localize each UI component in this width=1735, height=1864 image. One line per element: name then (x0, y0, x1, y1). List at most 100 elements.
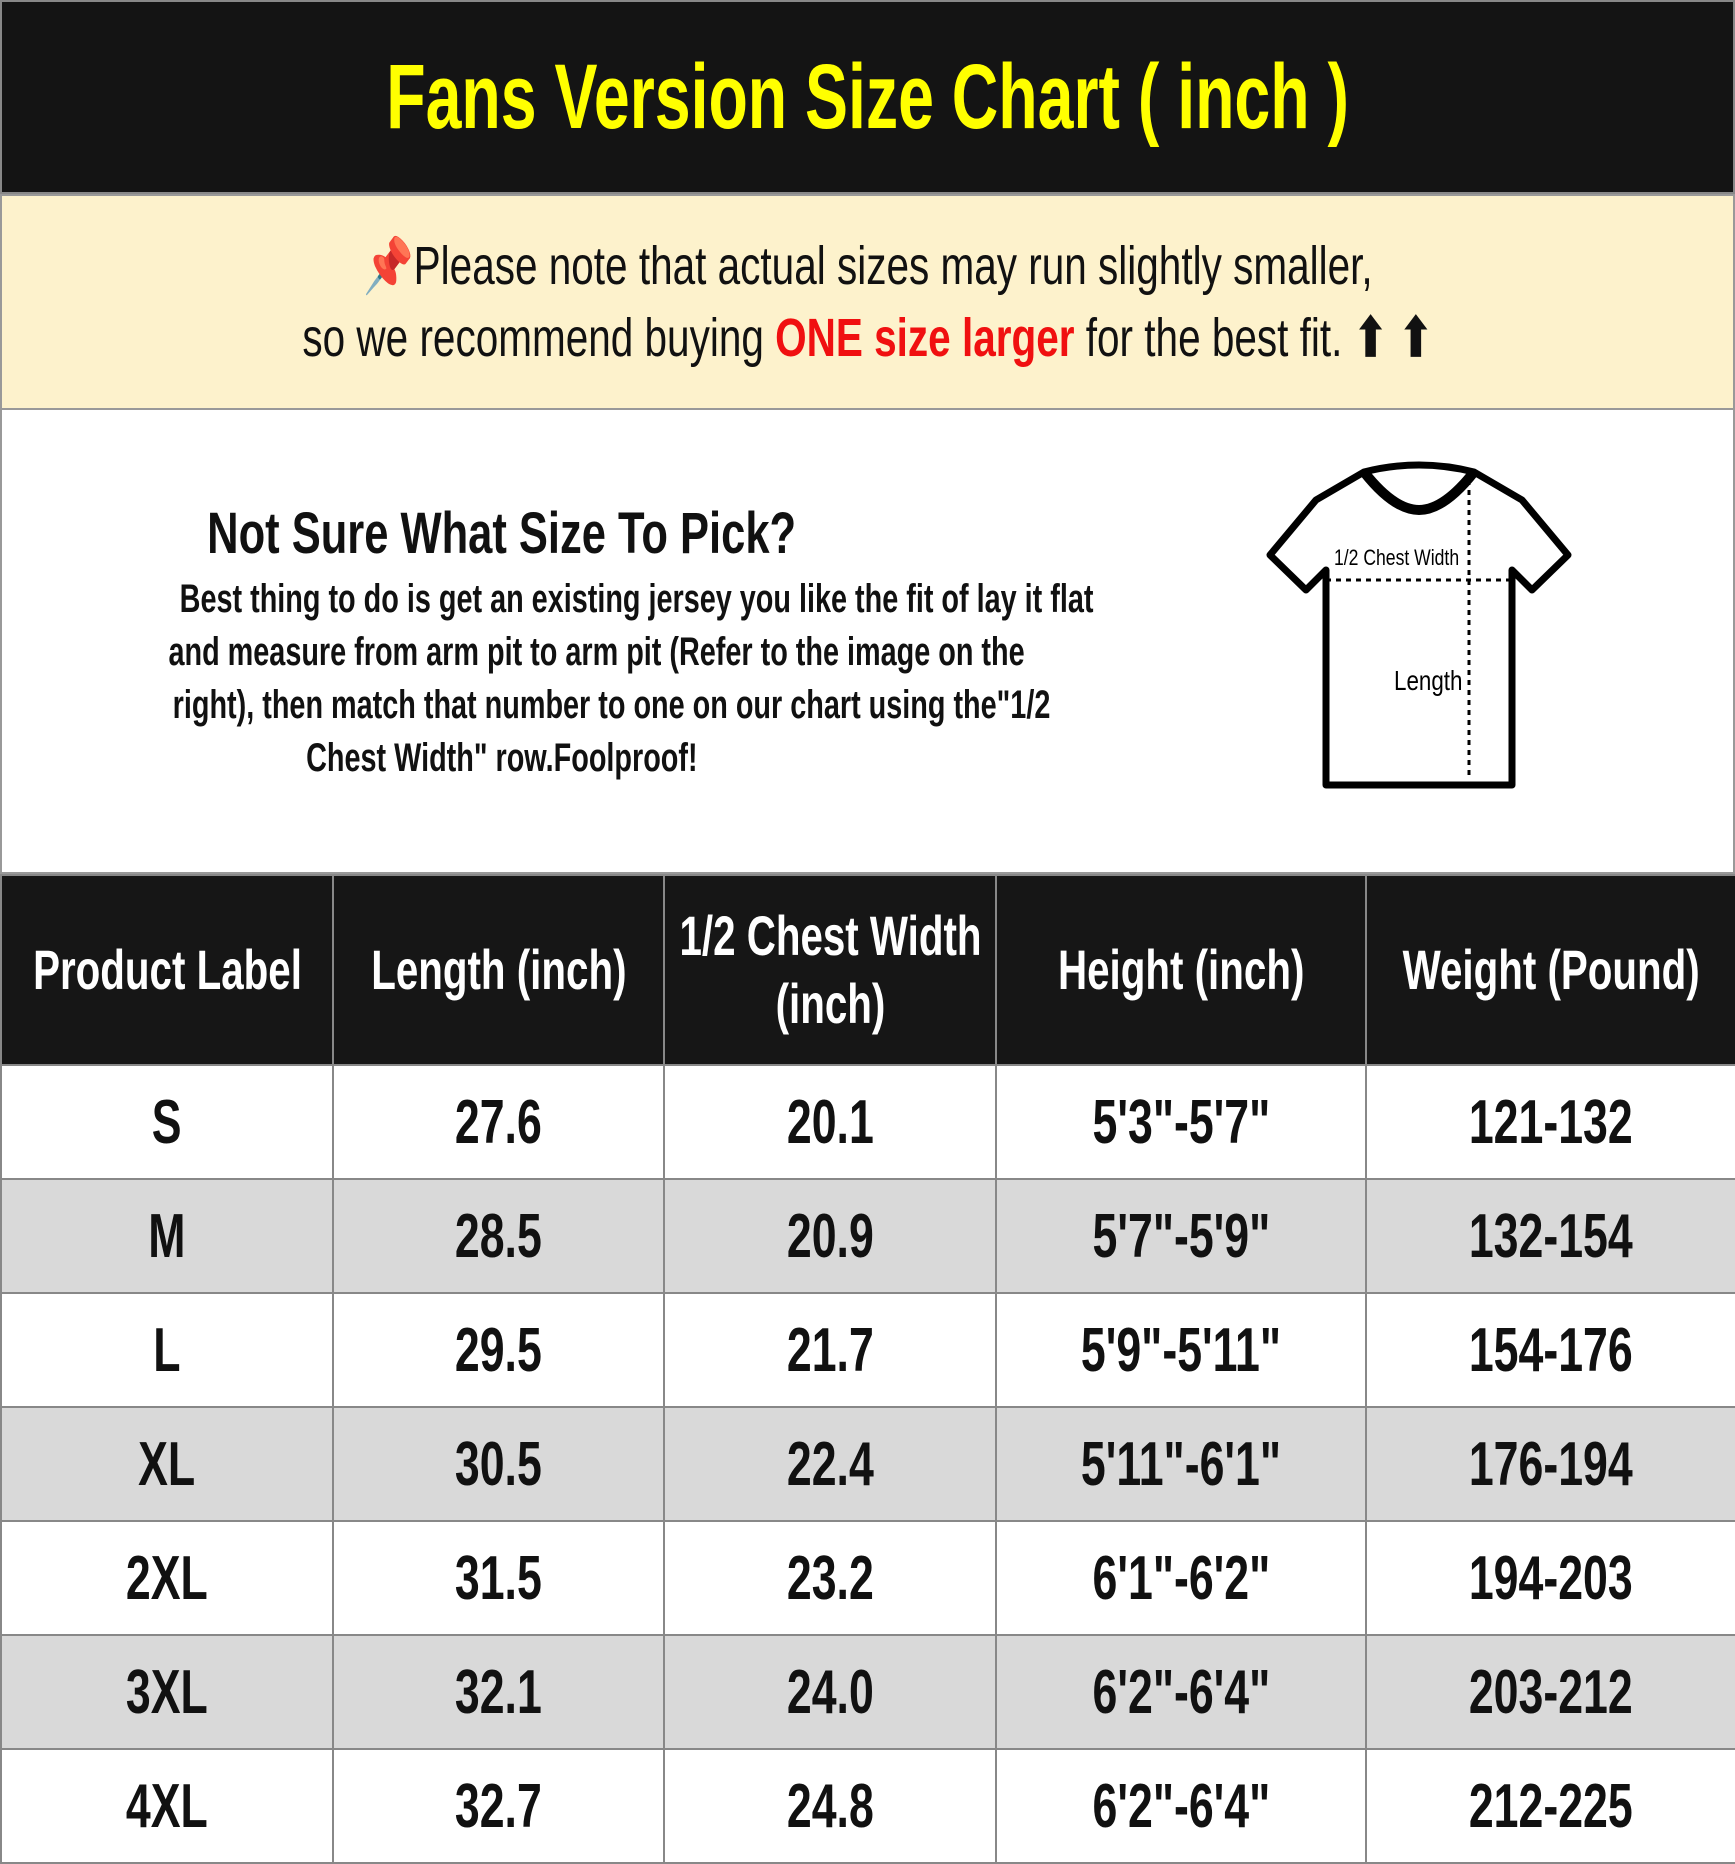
cell-value: 31.5 (455, 1543, 542, 1613)
table-cell: 24.8 (663, 1748, 997, 1864)
chest-width-label: 1/2 Chest Width (1334, 546, 1459, 570)
table-cell: 32.1 (332, 1634, 665, 1750)
column-header-label: Product Label (32, 938, 302, 1001)
column-header: Length (inch) (332, 874, 665, 1066)
table-cell: 176-194 (1365, 1406, 1735, 1522)
cell-value: 21.7 (786, 1315, 874, 1385)
cell-value: XL (138, 1429, 196, 1499)
table-cell: 132-154 (1365, 1178, 1735, 1294)
cell-value: 2XL (126, 1543, 208, 1613)
table-row: XL 30.5 22.4 5'11"-6'1" 176-194 (0, 1406, 1735, 1522)
table-cell: 21.7 (663, 1292, 997, 1408)
page-title: Fans Version Size Chart ( inch ) (386, 45, 1349, 148)
cell-value: 28.5 (455, 1201, 542, 1271)
cell-value: 5'9"-5'11" (1080, 1315, 1282, 1385)
title-bar: Fans Version Size Chart ( inch ) (0, 0, 1735, 194)
column-header-label: Height (inch) (1057, 938, 1305, 1001)
table-cell: 6'2"-6'4" (995, 1748, 1367, 1864)
table-row: 4XL 32.7 24.8 6'2"-6'4" 212-225 (0, 1748, 1735, 1864)
table-row: 3XL 32.1 24.0 6'2"-6'4" 203-212 (0, 1634, 1735, 1750)
column-header: 1/2 Chest Width (inch) (663, 874, 997, 1066)
table-cell: 212-225 (1365, 1748, 1735, 1864)
table-cell: 32.7 (332, 1748, 665, 1864)
cell-value: 212-225 (1469, 1771, 1633, 1841)
guide-line: Best thing to do is get an existing jers… (179, 577, 1094, 621)
sizing-guide: Not Sure What Size To Pick? Best thing t… (0, 410, 1735, 874)
table-cell: 121-132 (1365, 1064, 1735, 1180)
table-cell: XL (0, 1406, 334, 1522)
table-cell: 4XL (0, 1748, 334, 1864)
table-cell: 5'3"-5'7" (995, 1064, 1367, 1180)
table-cell: 5'7"-5'9" (995, 1178, 1367, 1294)
table-cell: 24.0 (663, 1634, 997, 1750)
cell-value: L (153, 1315, 181, 1385)
cell-value: 5'7"-5'9" (1092, 1201, 1270, 1271)
pushpin-icon: 📌 (362, 236, 414, 296)
size-table: Product Label Length (inch) 1/2 Chest Widt… (0, 874, 1735, 1864)
table-cell: 5'9"-5'11" (995, 1292, 1367, 1408)
table-cell: 3XL (0, 1634, 334, 1750)
cell-value: 30.5 (455, 1429, 542, 1499)
table-cell: 6'1"-6'2" (995, 1520, 1367, 1636)
cell-value: 6'2"-6'4" (1092, 1657, 1270, 1727)
table-row: S 27.6 20.1 5'3"-5'7" 121-132 (0, 1064, 1735, 1180)
notice-line-1: Please note that actual sizes may run sl… (413, 236, 1373, 296)
guide-heading: Not Sure What Size To Pick? (207, 501, 797, 566)
table-cell: 20.9 (663, 1178, 997, 1294)
table-cell: 20.1 (663, 1064, 997, 1180)
guide-line: right), then match that number to one on… (172, 683, 1051, 727)
table-cell: 203-212 (1365, 1634, 1735, 1750)
notice-line-2-end: for the best fit. (1074, 308, 1343, 368)
cell-value: 23.2 (786, 1543, 874, 1613)
table-cell: M (0, 1178, 334, 1294)
cell-value: 6'2"-6'4" (1092, 1771, 1270, 1841)
notice-line-2: so we recommend buying (302, 308, 776, 368)
tshirt-diagram-icon: 1/2 Chest Width Length (1266, 461, 1572, 789)
cell-value: 32.1 (455, 1657, 542, 1727)
cell-value: 3XL (126, 1657, 208, 1727)
table-cell: 28.5 (332, 1178, 665, 1294)
cell-value: 194-203 (1469, 1543, 1633, 1613)
guide-line: and measure from arm pit to arm pit (Ref… (168, 630, 1025, 674)
cell-value: 6'1"-6'2" (1092, 1543, 1270, 1613)
notice-highlight: ONE size larger (775, 308, 1075, 368)
cell-value: 121-132 (1469, 1087, 1633, 1157)
column-header: Height (inch) (995, 874, 1367, 1066)
table-cell: 2XL (0, 1520, 334, 1636)
up-arrows-icon: ⬆ ⬆ (1353, 308, 1433, 368)
table-header: Product Label Length (inch) 1/2 Chest Widt… (0, 874, 1735, 1066)
table-cell: 27.6 (332, 1064, 665, 1180)
column-header: Product Label (0, 874, 334, 1066)
table-cell: S (0, 1064, 334, 1180)
table-cell: 5'11"-6'1" (995, 1406, 1367, 1522)
table-cell: 30.5 (332, 1406, 665, 1522)
cell-value: 24.0 (786, 1657, 874, 1727)
table-cell: 31.5 (332, 1520, 665, 1636)
cell-value: 32.7 (455, 1771, 542, 1841)
cell-value: 27.6 (455, 1087, 542, 1157)
notice-banner: 📌Please note that actual sizes may run s… (0, 194, 1735, 410)
table-row: M 28.5 20.9 5'7"-5'9" 132-154 (0, 1178, 1735, 1294)
table-cell: L (0, 1292, 334, 1408)
table-cell: 154-176 (1365, 1292, 1735, 1408)
cell-value: 5'3"-5'7" (1092, 1087, 1270, 1157)
table-cell: 22.4 (663, 1406, 997, 1522)
cell-value: 154-176 (1469, 1315, 1633, 1385)
cell-value: 132-154 (1469, 1201, 1633, 1271)
column-header-label: Length (inch) (370, 938, 627, 1001)
cell-value: 176-194 (1469, 1429, 1633, 1499)
table-cell: 23.2 (663, 1520, 997, 1636)
cell-value: 4XL (126, 1771, 208, 1841)
cell-value: 20.1 (786, 1087, 874, 1157)
table-cell: 194-203 (1365, 1520, 1735, 1636)
cell-value: 5'11"-6'1" (1080, 1429, 1282, 1499)
column-header-label: Weight (Pound) (1402, 938, 1700, 1001)
column-header-label: 1/2 Chest Width (inch) (678, 904, 982, 1035)
table-row: 2XL 31.5 23.2 6'1"-6'2" 194-203 (0, 1520, 1735, 1636)
table-cell: 29.5 (332, 1292, 665, 1408)
cell-value: M (148, 1201, 186, 1271)
column-header: Weight (Pound) (1365, 874, 1735, 1066)
guide-line: Chest Width" row.Foolproof! (306, 736, 698, 780)
table-cell: 6'2"-6'4" (995, 1634, 1367, 1750)
cell-value: 29.5 (455, 1315, 542, 1385)
